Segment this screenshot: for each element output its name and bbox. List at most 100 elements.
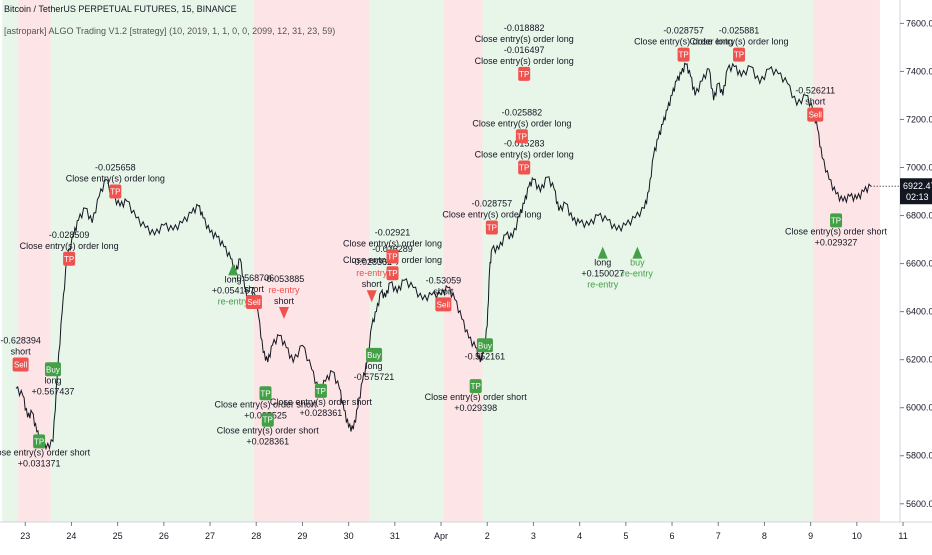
signal-sell-badge xyxy=(245,295,262,310)
signal-tp-badge xyxy=(830,213,843,228)
signal-annotation: Close entry(s) order long xyxy=(475,34,574,44)
time-tick-label: 7 xyxy=(716,531,721,541)
signal-buy-badge xyxy=(476,338,493,353)
signal-annotation: +0.028361 xyxy=(246,437,289,447)
signal-annotation: long xyxy=(225,274,242,284)
signal-tp-badge xyxy=(63,251,76,266)
signal-tp-badge xyxy=(677,47,690,62)
signal-annotation: short xyxy=(362,279,383,289)
signal-annotation: Close entry(s) order long xyxy=(690,37,789,47)
signal-badge-label: Buy xyxy=(46,365,60,374)
signal-tp-badge xyxy=(261,412,274,427)
zone-long xyxy=(2,0,19,522)
signal-annotation: Close entry(s) order short xyxy=(0,447,91,457)
signal-tp-badge xyxy=(314,383,327,398)
signal-annotation: -0.025658 xyxy=(95,163,136,173)
time-tick-label: 6 xyxy=(670,531,675,541)
signal-annotation: Close entry(s) order short xyxy=(214,399,317,409)
signal-annotation: Close entry(s) order long xyxy=(475,56,574,66)
signal-badge-label: TP xyxy=(517,132,527,141)
signal-annotation: short xyxy=(805,97,826,107)
price-tick-label: 7400.00 xyxy=(906,66,932,76)
signal-annotation: Close entry(s) order short xyxy=(425,392,528,402)
reentry-buy-arrow xyxy=(228,263,239,276)
signal-annotation: -0.053885 xyxy=(264,274,305,284)
signal-annotation: buy xyxy=(630,258,645,268)
symbol-title: Bitcoin / TetherUS PERPETUAL FUTURES, 15… xyxy=(4,4,237,14)
signal-annotation: -0.028362 xyxy=(351,257,392,267)
signal-badge-label: TP xyxy=(34,437,44,446)
time-tick-label: 23 xyxy=(20,531,30,541)
signal-badge-label: TP xyxy=(519,70,529,79)
signal-badge-label: TP xyxy=(387,252,397,261)
zone-short xyxy=(253,0,370,522)
countdown-label: 02:13 xyxy=(906,192,929,202)
signal-annotation: Close entry(s) order long xyxy=(66,174,165,184)
signal-tp-badge xyxy=(386,266,399,281)
time-tick-label: 31 xyxy=(390,531,400,541)
signal-sell-badge xyxy=(12,357,29,372)
price-tick-label: 7600.00 xyxy=(906,18,932,28)
zone-long xyxy=(482,0,813,522)
current-price-badge xyxy=(900,178,932,205)
time-tick-label: Apr xyxy=(434,531,448,541)
price-tick-label: 6000.00 xyxy=(906,403,932,413)
signal-annotation: short xyxy=(433,286,454,296)
signal-badge-label: TP xyxy=(471,382,481,391)
signal-annotation: Close entry(s) order long xyxy=(442,210,541,220)
signal-annotation: -0.025881 xyxy=(719,26,760,36)
time-tick-label: 11 xyxy=(898,531,907,541)
signal-tp-badge xyxy=(733,47,746,62)
time-tick-label: 24 xyxy=(66,531,76,541)
time-tick-label: 26 xyxy=(159,531,169,541)
signal-badge-label: Sell xyxy=(247,298,261,307)
strategy-title: [astropark] ALGO Trading V1.2 [strategy]… xyxy=(4,26,336,36)
signal-buy-badge xyxy=(366,347,383,362)
reentry-buy-arrow xyxy=(597,246,608,259)
signal-badge-label: TP xyxy=(263,416,273,425)
signal-tp-badge xyxy=(33,434,46,449)
signal-annotation: +0.029398 xyxy=(454,403,497,413)
price-tick-label: 6200.00 xyxy=(906,355,932,365)
signal-annotation: -0.026289 xyxy=(372,244,413,254)
signal-annotation: Close entry(s) order long xyxy=(20,241,119,251)
price-tick-label: 6400.00 xyxy=(906,307,932,317)
signal-annotation: -0.028757 xyxy=(663,26,704,36)
signal-tp-badge xyxy=(109,184,122,199)
price-series-line xyxy=(15,62,872,451)
time-tick-label: 4 xyxy=(577,531,582,541)
price-tick-label: 5600.00 xyxy=(906,499,932,509)
zone-short xyxy=(443,0,483,522)
signal-annotation: +0.028361 xyxy=(300,408,343,418)
time-tick-label: 5 xyxy=(623,531,628,541)
signal-badge-label: Buy xyxy=(367,351,381,360)
signal-badge-label: TP xyxy=(831,216,841,225)
price-axis-panel xyxy=(900,0,932,550)
signal-annotation: Close entry(s) order long xyxy=(343,238,442,248)
time-tick-label: 28 xyxy=(251,531,261,541)
signal-badge-label: TP xyxy=(260,389,270,398)
signal-annotation: -0.53059 xyxy=(426,275,462,285)
signal-sell-badge xyxy=(807,107,824,122)
zone-long xyxy=(369,0,444,522)
signal-buy-badge xyxy=(44,362,61,377)
time-tick-label: 10 xyxy=(852,531,862,541)
price-tick-label: 7200.00 xyxy=(906,114,932,124)
signal-annotation: +0.054167 xyxy=(212,285,255,295)
signal-annotation: -0.568706 xyxy=(234,273,275,283)
signal-annotation: short xyxy=(274,296,295,306)
signal-sell-badge xyxy=(435,297,452,312)
signal-annotation: re-entry xyxy=(268,285,300,295)
signal-annotation: -0.016497 xyxy=(504,45,545,55)
time-tick-label: 29 xyxy=(297,531,307,541)
price-tick-label: 7000.00 xyxy=(906,163,932,173)
signal-annotation: +0.031371 xyxy=(18,458,61,468)
price-tick-label: 5800.00 xyxy=(906,451,932,461)
signal-annotation: -0.028509 xyxy=(49,230,90,240)
signal-annotation: +0.150027 xyxy=(581,269,624,279)
time-tick-label: 8 xyxy=(762,531,767,541)
signal-annotation: short xyxy=(244,284,265,294)
reentry-sell-arrow xyxy=(278,307,289,320)
